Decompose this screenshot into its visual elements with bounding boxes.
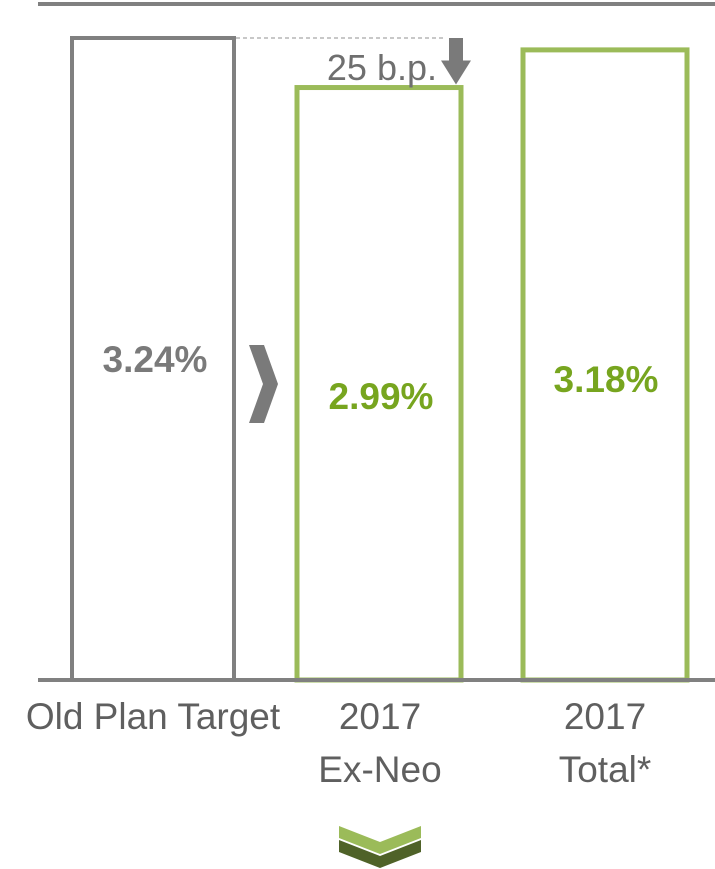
- category-label-2-line-2: Ex-Neo: [318, 749, 441, 790]
- bar-value-label-3: 3.18%: [554, 359, 659, 400]
- category-label-3-line-1: 2017: [564, 696, 646, 737]
- difference-annotation: 25 b.p.: [236, 37, 471, 88]
- annotation-label: 25 b.p.: [327, 47, 437, 88]
- chevron-dark: [339, 840, 421, 868]
- chevron-light: [339, 826, 421, 854]
- bar-2: [294, 85, 464, 683]
- category-labels: Old Plan Target 2017 Ex-Neo 2017 Total*: [26, 696, 651, 790]
- double-chevron-down-icon: [339, 826, 421, 868]
- category-label-3-line-2: Total*: [559, 749, 652, 790]
- down-arrow-icon: [441, 38, 471, 85]
- chevron-right-icon: [249, 345, 278, 423]
- bars: 3.24% 2.99% 3.18%: [70, 36, 690, 683]
- category-label-1-line-1: Old Plan Target: [26, 696, 281, 737]
- bar-value-label-2: 2.99%: [329, 376, 434, 417]
- category-label-2-line-1: 2017: [339, 696, 421, 737]
- bar-value-label-1: 3.24%: [103, 339, 208, 380]
